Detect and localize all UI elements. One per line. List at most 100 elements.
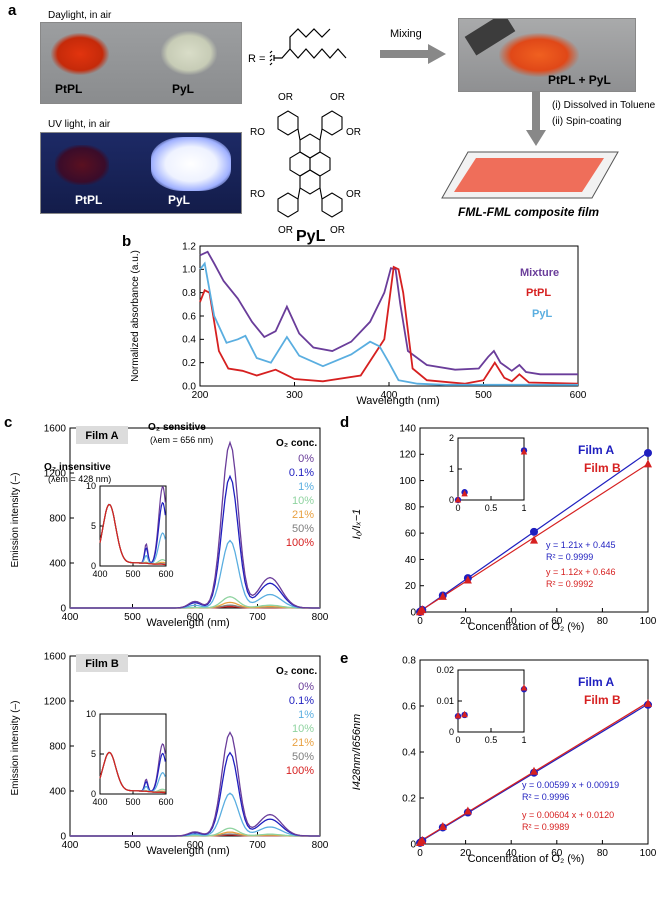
sv-xtick-label: 100 [640, 616, 657, 627]
or-label: OR [278, 92, 293, 103]
sv-xtick-label: 80 [597, 616, 609, 627]
ratio-inset-point [461, 710, 468, 718]
absorbance-ytick-label: 0.6 [182, 311, 196, 322]
ratio-ytick-label: 0.2 [402, 793, 416, 804]
emission-ytick-label: 0 [60, 831, 66, 842]
or-label: OR [330, 92, 345, 103]
ratio-inset-ytick-label: 0 [449, 727, 454, 737]
sv-ytick-label: 100 [399, 476, 416, 487]
sv-legend-film-b: Film B [584, 461, 621, 475]
legend-title: O₂ conc. [276, 666, 317, 677]
ratio-ytick-label: 0.6 [402, 701, 416, 712]
film-b-tag [76, 654, 128, 672]
sv-inset-xtick-label: 1 [521, 503, 526, 513]
sv-inset-point [461, 489, 468, 497]
emission-legend-item: 21% [292, 737, 314, 749]
film-b-label: Film B [85, 658, 119, 670]
absorbance-xtick-label: 200 [192, 390, 209, 401]
uv-label-ptpl: PtPL [75, 193, 103, 207]
daylight-caption: Daylight, in air [48, 10, 112, 21]
emission-ytick-label: 400 [49, 786, 66, 797]
emission-legend-item: 1% [298, 481, 314, 493]
lambda-sensitive-label: (λem = 656 nm) [150, 435, 213, 445]
ratio-inset-frame [457, 669, 525, 733]
o2-sensitive-label: O₂ sensitive [148, 422, 206, 433]
sv-r2-a: R² = 0.9999 [546, 552, 593, 562]
emission-legend-item: 1% [298, 709, 314, 721]
sv-inset-xtick-label: 0 [455, 503, 460, 513]
alkyl-chain-structure [269, 28, 347, 66]
ratio-xtick-label: 100 [640, 848, 657, 859]
legend-pyl: PyL [532, 308, 552, 320]
sv-inset-ytick-label: 0 [449, 495, 454, 505]
emission-legend-item: 0% [298, 681, 314, 693]
legend-ptpl: PtPL [526, 287, 551, 299]
emission-series-0% [70, 731, 320, 837]
ratio-legend-film-b: Film B [584, 693, 621, 707]
emission-xtick-label: 400 [62, 840, 79, 851]
absorbance-ytick-label: 0.8 [182, 288, 196, 299]
ratio-inset-xtick-label: 0 [455, 735, 460, 745]
composite-film-drawing [441, 151, 619, 199]
absorbance-xtick-label: 300 [286, 390, 303, 401]
ratio-point [418, 835, 427, 844]
emission-ytick-label: 1600 [44, 651, 67, 662]
emission-legend-item: 100% [286, 537, 314, 549]
ratio-r2-a: R² = 0.9996 [522, 792, 569, 802]
ratio-inset-xtick-label: 0.5 [485, 735, 498, 745]
emission-inset-ytick-label: 5 [91, 749, 96, 759]
sv-xtick-label: 0 [417, 616, 423, 627]
absorbance-xtick-label: 600 [570, 390, 587, 401]
ratio-ytick-label: 0 [410, 839, 416, 850]
sv-xtick-label: 20 [460, 616, 472, 627]
sv-point [463, 575, 472, 584]
emission-ytick-label: 800 [49, 741, 66, 752]
absorbance-ytick-label: 0.0 [182, 381, 196, 392]
step-spincoat: (ii) Spin-coating [552, 116, 622, 127]
ratio-xtick-label: 20 [460, 848, 472, 859]
ratio-eq-a: y = 0.00599 x + 0.00919 [522, 780, 619, 790]
ratio-ylabel: I428nm/I656nm [351, 714, 363, 790]
emission-inset-xtick-label: 400 [92, 569, 107, 579]
absorbance-chart: 200 300 400 500 600 0.0 0.2 0.4 0.6 0.8 1.0 1.2 Wav… [130, 241, 587, 407]
emission-xtick-label: 800 [312, 840, 328, 851]
emission-xtick-label: 800 [312, 612, 328, 623]
sv-point [644, 459, 652, 468]
daylight-label-ptpl: PtPL [55, 82, 83, 96]
emission-legend-item: 50% [292, 751, 314, 763]
or-label: OR [346, 189, 361, 200]
ro-label: RO [250, 189, 265, 200]
sv-frame [419, 427, 649, 613]
ratio-legend-film-a: Film A [578, 675, 615, 689]
emission-xtick-label: 600 [187, 612, 204, 623]
absorbance-ytick-label: 1.2 [182, 241, 196, 252]
uv-label-pyl: PyL [168, 193, 191, 207]
emission-ytick-label: 1200 [44, 696, 67, 707]
or-label: OR [330, 225, 345, 236]
panel-d-letter: d [340, 414, 350, 431]
absorbance-xlabel: Wavelength (nm) [356, 395, 439, 407]
sv-point [418, 605, 427, 614]
ratio-point [644, 698, 652, 707]
panel-e-letter: e [340, 650, 349, 667]
sv-ytick-label: 20 [405, 581, 417, 592]
r-group-label: R = [248, 53, 266, 65]
ratio-inset-xtick-label: 1 [521, 735, 526, 745]
emission-ytick-label: 1600 [44, 423, 67, 434]
sv-xtick-label: 40 [506, 616, 518, 627]
photo-daylight [40, 22, 242, 104]
absorbance-ytick-label: 0.4 [182, 335, 196, 346]
ratio-eq-b: y = 0.00604 x + 0.0120 [522, 810, 614, 820]
sv-r2-b: R² = 0.9992 [546, 579, 593, 589]
absorbance-series-ptpl [199, 265, 579, 385]
ratio-ytick-label: 0.8 [402, 655, 416, 666]
ratio-xtick-label: 80 [597, 848, 609, 859]
emission-legend-item: 0% [298, 453, 314, 465]
sv-ytick-label: 80 [405, 502, 417, 513]
emission-xtick-label: 500 [124, 840, 141, 851]
absorbance-ylabel: Normalized absorbance (a.u.) [130, 250, 141, 382]
emission-legend-item: 0.1% [289, 467, 314, 479]
emission-inset-bg [100, 486, 166, 566]
emission-ytick-label: 1200 [44, 468, 67, 479]
